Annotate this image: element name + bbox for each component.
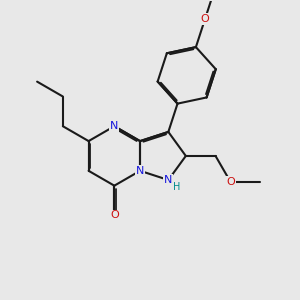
Text: N: N xyxy=(136,166,144,176)
Text: O: O xyxy=(226,177,235,187)
Text: O: O xyxy=(201,14,209,24)
Text: O: O xyxy=(110,210,119,220)
Text: N: N xyxy=(164,175,172,185)
Text: N: N xyxy=(110,121,118,131)
Text: H: H xyxy=(173,182,180,191)
